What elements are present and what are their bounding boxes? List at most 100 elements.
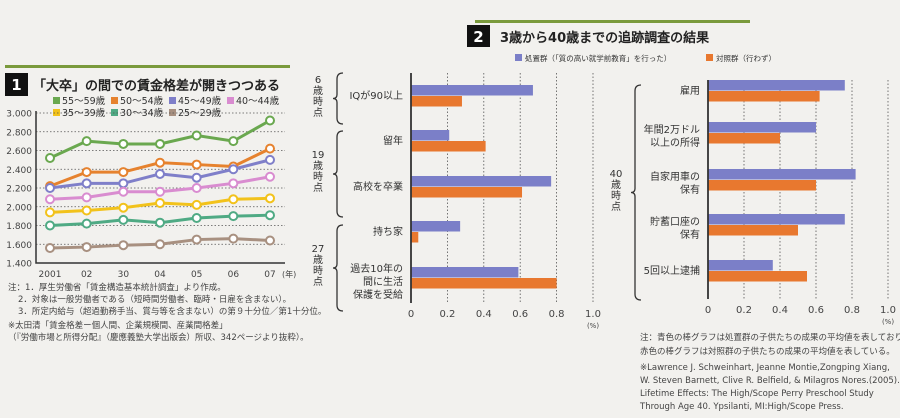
bar-legend: 処置群（「質の高い就学前教育」を行った） 対照群（行わず）	[515, 53, 776, 63]
data-point	[81, 192, 92, 203]
data-point	[191, 183, 202, 193]
panel2-number: 2	[473, 28, 483, 46]
x-tick-label: 0.8	[549, 309, 565, 320]
y-tick-label: 2.400	[6, 166, 32, 176]
category-label-line: 過去10年の	[350, 262, 403, 275]
data-point	[228, 233, 239, 244]
category-label-line: 保有	[680, 228, 700, 241]
data-point	[118, 214, 129, 225]
legend-label: 25〜29歳	[178, 107, 222, 119]
source-line: Lifetime Effects: The High/Scope Perry P…	[640, 389, 874, 399]
x-tick-label: 05	[191, 270, 202, 280]
x-tick-label: 0	[408, 309, 414, 320]
legend-swatch	[53, 109, 60, 116]
bar-control	[708, 271, 807, 282]
data-point	[118, 202, 129, 213]
legend-swatch	[111, 97, 118, 104]
group-brace	[332, 130, 344, 218]
y-tick-label: 3.000	[6, 110, 32, 120]
data-point	[155, 186, 165, 197]
legend-swatch	[227, 97, 234, 104]
data-point	[228, 194, 239, 205]
category-label: 貯蓄口座の保有	[650, 215, 700, 241]
x-unit-label: (%)	[587, 322, 599, 330]
bar-treatment	[411, 176, 552, 187]
bar-treatment	[411, 85, 533, 96]
x-tick-label: 0	[705, 305, 711, 316]
legend-label: 50〜54歳	[120, 95, 164, 107]
data-point	[191, 213, 202, 223]
data-point	[81, 218, 92, 229]
data-point	[81, 205, 92, 216]
bar-control	[411, 141, 486, 152]
bar-treatment	[411, 130, 450, 141]
data-point	[81, 136, 92, 147]
bar-chart-right: 0 0.2 0.4 0.6 0.8 1.0 (%) 雇用年間2万ドル以上の所得自家用車の保有貯…	[609, 80, 896, 326]
x-tick-label: 1.0	[585, 309, 601, 320]
x-tick-label: 30	[118, 270, 130, 280]
bar-treatment	[411, 267, 519, 278]
group-label: 6歳時点	[313, 74, 323, 119]
data-point	[45, 220, 55, 231]
bar-control	[411, 96, 462, 107]
data-point	[191, 234, 202, 245]
bar-treatment	[708, 260, 773, 271]
x-tick-label: 0.6	[808, 305, 824, 316]
data-point	[155, 168, 165, 179]
legend-label: 55〜59歳	[62, 95, 106, 107]
data-point	[118, 138, 129, 149]
y-tick-label: 2.800	[6, 128, 32, 138]
data-point	[81, 167, 92, 178]
category-label: 高校を卒業	[353, 180, 403, 193]
data-point	[265, 235, 275, 246]
group-label-box: 40歳時点	[609, 168, 623, 213]
y-tick-label: 2.000	[6, 203, 32, 213]
x-tick-label: 0.2	[439, 309, 455, 320]
bar-treatment	[708, 122, 816, 133]
bar-control	[411, 187, 523, 198]
x-tick-label: 02	[81, 270, 92, 280]
group-label-box: 19歳時点	[311, 150, 325, 194]
group-label: 40歳時点	[609, 168, 623, 213]
note-line: 赤色の棒グラフは対照群の子供たちの成果の平均値を表している。	[640, 346, 895, 357]
x-tick-label: 0.8	[844, 305, 860, 316]
panel1-number: 1	[11, 76, 21, 94]
data-point	[45, 194, 55, 205]
legend-swatch	[111, 109, 118, 116]
group-label: 19歳時点	[311, 150, 325, 194]
data-point	[191, 159, 202, 170]
category-label-line: 年間2万ドル	[644, 123, 700, 136]
category-label-line: 以上の所得	[650, 137, 700, 149]
category-label-line: 自家用車の	[650, 170, 700, 183]
category-label: 雇用	[680, 84, 700, 97]
legend-label: 35〜39歳	[62, 107, 106, 119]
source-line: Through Age 40. Ypsilanti, MI:High/Scope…	[639, 402, 844, 412]
data-point	[155, 138, 165, 149]
group-brace	[332, 224, 344, 312]
note-line: 注：青色の棒グラフは処置群の子供たちの成果の平均値を表しており、	[640, 332, 900, 343]
legend-swatch	[169, 109, 176, 116]
data-point	[45, 153, 55, 163]
data-point	[118, 178, 129, 189]
data-point	[45, 183, 55, 193]
legend-label: 40〜44歳	[236, 95, 280, 107]
panel1-accent-line	[5, 65, 290, 68]
data-point	[228, 178, 239, 189]
panel2-notes: 注：青色の棒グラフは処置群の子供たちの成果の平均値を表しており、 赤色の棒グラフ…	[639, 332, 900, 412]
y-tick-label: 1.600	[6, 241, 32, 251]
data-point	[265, 171, 275, 182]
y-tick-label: 2.600	[6, 147, 32, 157]
data-point	[228, 211, 239, 222]
panel1-number-box	[5, 73, 28, 96]
data-point	[118, 167, 129, 178]
data-point	[81, 242, 92, 253]
group-brace	[332, 72, 344, 125]
data-point	[191, 172, 202, 183]
data-point	[81, 178, 92, 189]
data-point	[45, 243, 55, 253]
x-tick-label: 0.2	[736, 305, 752, 316]
bar-control	[708, 180, 816, 191]
bar-treatment	[708, 169, 856, 180]
